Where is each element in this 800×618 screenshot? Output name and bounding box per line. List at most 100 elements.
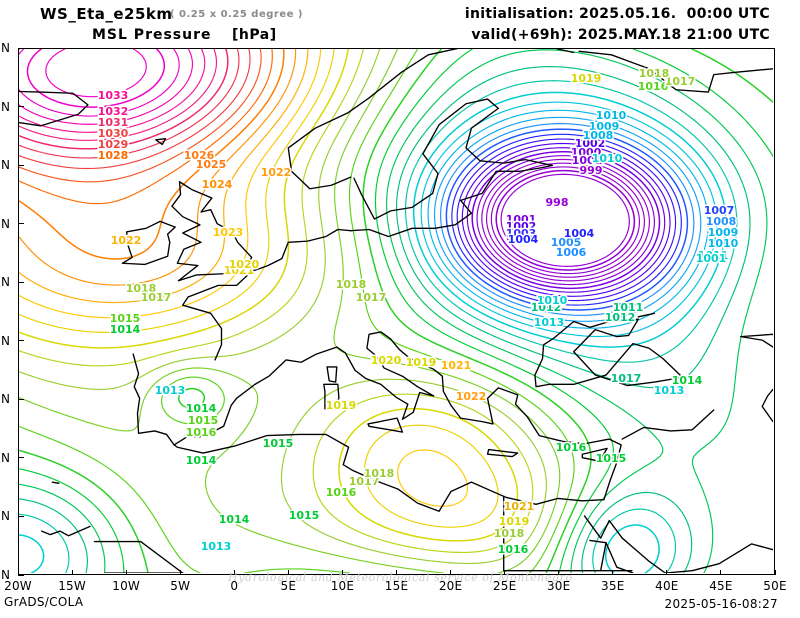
contour-label: 1001 [696, 252, 727, 265]
isobar-1033 [19, 49, 194, 125]
contour-label: 1022 [111, 234, 142, 247]
isobar-1005 [445, 128, 689, 311]
isobar-1018 [19, 49, 381, 390]
isobar-1027 [19, 49, 262, 183]
isobar-1015 [177, 387, 206, 409]
isobar-1021 [364, 424, 499, 528]
isobar-1034 [19, 49, 180, 117]
coastline-segment [182, 228, 352, 361]
contour-label: 1017 [349, 475, 380, 488]
isobar-1011 [19, 513, 70, 573]
contour-label: 1001 [506, 213, 537, 226]
isobar-997 [485, 162, 645, 278]
contour-label: 1030 [98, 127, 129, 140]
coastline-layer [19, 49, 773, 573]
contour-label: 1008 [583, 129, 614, 142]
isobar-998 [481, 158, 650, 282]
contour-label: 1014 [110, 323, 141, 336]
coastline-segment [664, 543, 773, 573]
contour-label: 1026 [184, 149, 215, 162]
coastline-segment [51, 481, 60, 485]
contour-label: 999 [580, 164, 603, 177]
contour-label: 1031 [98, 116, 129, 129]
contour-label: 1025 [196, 158, 227, 171]
contour-label: 1013 [155, 384, 186, 397]
contour-label: 1021 [504, 500, 535, 513]
coastline-segment [581, 447, 608, 462]
contour-label: 1005 [551, 236, 582, 249]
isobar-1003 [456, 138, 677, 302]
contour-label: 1006 [556, 246, 587, 259]
coastline-segment [621, 409, 715, 440]
contour-label: 1017 [611, 372, 642, 385]
x-axis-tick-label: 10W [112, 579, 141, 593]
isobar-1019 [312, 393, 534, 554]
y-axis-tick-label: N [1, 216, 11, 231]
contour-label: 1016 [556, 441, 587, 454]
isobar-1028 [19, 49, 251, 170]
contour-label: 1032 [98, 105, 129, 118]
contour-label: 1017 [141, 291, 172, 304]
contour-label: 1007 [704, 204, 735, 217]
contour-label: 1000 [571, 146, 602, 159]
contour-label: 1018 [336, 278, 367, 291]
y-axis-tick-label: N [1, 509, 11, 524]
y-axis-tick-label: N [1, 568, 11, 582]
isobar-1015 [19, 449, 149, 573]
isobar-1023 [19, 49, 309, 304]
isobar-1016 [243, 568, 350, 573]
model-resolution-label: ( 0.25 x 0.25 degree ) [170, 9, 303, 20]
isobar-1014 [19, 468, 125, 573]
isobar-1010 [604, 524, 660, 573]
contour-label: 1015 [188, 414, 219, 427]
initialisation-time-label: initialisation: 2025.05.16. 00:00 UTC [464, 6, 770, 22]
isobar-1013 [386, 49, 768, 573]
coastline-segment [19, 90, 89, 127]
isobar-1009 [420, 101, 718, 338]
contour-label: 1015 [289, 509, 320, 522]
isobar-1017 [333, 49, 561, 573]
contour-label: 1017 [665, 75, 696, 88]
contour-label: 1018 [494, 527, 525, 540]
variable-name-label: MSL Pressure [92, 27, 212, 43]
contour-label: 1010 [537, 294, 568, 307]
isobar-1008 [427, 109, 709, 329]
contour-label: 1021 [224, 264, 255, 277]
isobar-1010 [19, 534, 45, 573]
isobar-1012 [19, 498, 88, 573]
contour-label: 1023 [213, 226, 244, 239]
contour-label: 998 [546, 196, 569, 209]
contour-label: 1001 [572, 154, 603, 167]
coastline-segment [140, 540, 184, 573]
contour-label: 1014 [672, 374, 703, 387]
isobar-1012 [395, 66, 751, 389]
contour-label: 1016 [326, 486, 357, 499]
contour-label: 1033 [98, 89, 129, 102]
contour-label: 1009 [589, 120, 620, 133]
isobar-1021 [19, 49, 335, 333]
contour-label: 1012 [605, 311, 636, 324]
contour-label: 1014 [219, 513, 250, 526]
coastline-segment [171, 181, 253, 282]
coastline-segment [589, 539, 634, 573]
contour-label: 1010 [592, 152, 623, 165]
contour-label: 1016 [186, 426, 217, 439]
y-axis-tick-label: N [1, 158, 11, 173]
render-timestamp-label: 2025-05-16-08:27 [664, 597, 778, 611]
isobar-1020 [338, 407, 519, 542]
contour-label: 1018 [639, 67, 670, 80]
coastline-segment [287, 49, 575, 190]
x-axis-tick-label: 5W [170, 579, 191, 593]
isobar-1016 [19, 425, 201, 573]
isobar-1019 [19, 49, 364, 367]
contour-label: 1019 [571, 72, 602, 85]
contour-label: 1011 [613, 301, 644, 314]
isobar-1035 [26, 49, 166, 108]
isobar-1022 [19, 49, 322, 319]
x-axis-tick-label: 40E [655, 579, 679, 593]
contour-label: 1018 [364, 467, 395, 480]
x-axis-tick-label: 15W [58, 579, 86, 593]
contour-label: 1015 [110, 312, 141, 325]
